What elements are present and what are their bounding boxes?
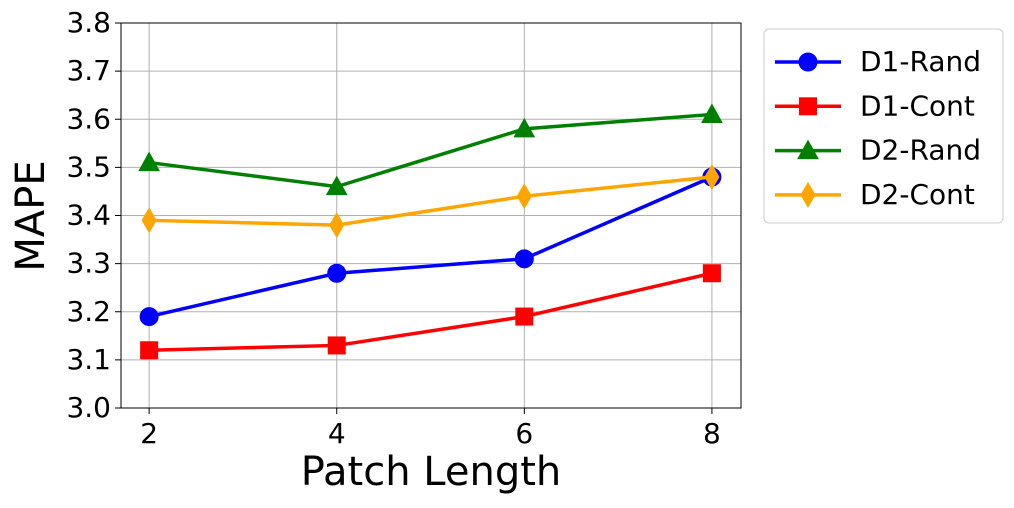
data-point: [327, 263, 347, 283]
y-tick-label: 3.8: [66, 6, 111, 39]
legend-marker: [798, 52, 818, 72]
data-point: [325, 175, 348, 196]
legend-label: D1-Cont: [860, 89, 975, 122]
series-line: [149, 175, 713, 227]
legend-marker: [799, 97, 817, 116]
data-point: [138, 151, 160, 172]
y-axis-label: MAPE: [8, 160, 54, 271]
data-point: [513, 117, 536, 138]
y-tick-label: 3.0: [66, 391, 111, 424]
x-tick-label: 8: [703, 417, 721, 450]
y-tick-label: 3.1: [66, 343, 111, 376]
legend-marker: [797, 139, 819, 160]
plot-frame: [120, 22, 742, 409]
data-point: [329, 212, 345, 239]
data-point: [514, 249, 534, 269]
data-point: [139, 307, 159, 327]
series-line: [149, 271, 713, 352]
data-point: [141, 207, 157, 234]
legend-label: D2-Rand: [860, 134, 981, 167]
data-point: [702, 264, 721, 283]
x-axis-label: Patch Length: [301, 449, 562, 495]
series-line: [148, 112, 713, 189]
data-point: [704, 164, 720, 190]
x-tick-label: 2: [140, 417, 158, 450]
y-tick-label: 3.5: [66, 150, 111, 183]
data-point: [516, 183, 532, 210]
data-point: [701, 103, 723, 123]
data-point: [140, 341, 159, 360]
y-tick-label: 3.2: [66, 295, 111, 328]
series-line: [148, 175, 713, 319]
legend-label: D2-Cont: [860, 178, 975, 211]
y-tick-label: 3.6: [66, 102, 111, 135]
legend-label: D1-Rand: [860, 45, 981, 78]
legend-box: [763, 28, 1004, 224]
y-tick-label: 3.4: [66, 199, 111, 232]
x-tick-label: 6: [515, 417, 533, 450]
data-point: [327, 336, 346, 355]
data-point: [515, 307, 534, 326]
y-tick-label: 3.7: [66, 54, 111, 87]
x-tick-label: 4: [328, 417, 346, 450]
y-tick-label: 3.3: [66, 247, 111, 280]
legend-marker: [800, 181, 816, 208]
